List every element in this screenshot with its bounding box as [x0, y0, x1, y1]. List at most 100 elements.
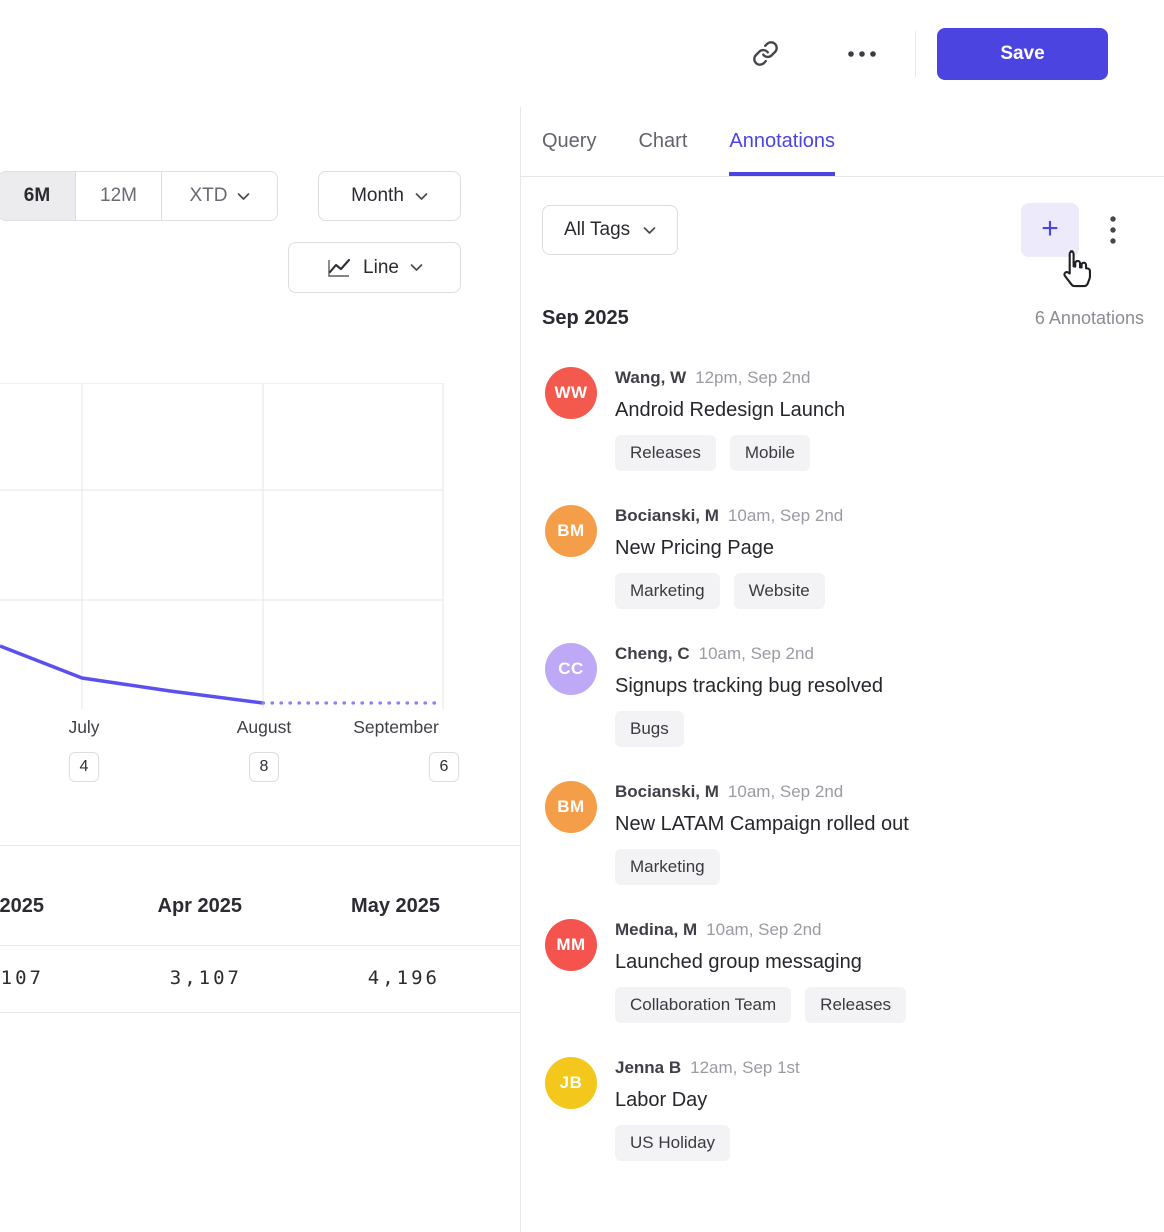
save-button[interactable]: Save — [937, 27, 1108, 80]
annotation-meta: Medina, M 10am, Sep 2nd — [615, 920, 906, 940]
share-link-button[interactable] — [743, 32, 787, 76]
chevron-down-icon — [643, 226, 656, 234]
table-value-cell: 4,196 — [367, 967, 440, 989]
tag-filter-dropdown[interactable]: All Tags — [542, 205, 679, 255]
granularity-label: Month — [351, 185, 404, 206]
range-button-6m[interactable]: 6M — [0, 172, 75, 220]
table-header-cell: Apr 2025 — [157, 895, 243, 917]
annotation-count-badge[interactable]: 6 — [429, 752, 459, 782]
range-button-xtd[interactable]: XTD — [161, 172, 277, 220]
annotation-tags: US Holiday — [615, 1125, 800, 1161]
annotation-count-badge[interactable]: 8 — [249, 752, 279, 782]
granularity-dropdown[interactable]: Month — [318, 171, 461, 221]
section-header: Sep 2025 6 Annotations — [542, 307, 1144, 330]
x-axis-label: September — [353, 717, 439, 737]
avatar: WW — [545, 367, 597, 419]
avatar: CC — [545, 643, 597, 695]
link-icon — [752, 40, 779, 67]
x-axis-labels: July August September — [0, 717, 520, 741]
table-header-cell: 2025 — [0, 895, 44, 917]
range-label: 12M — [100, 185, 137, 206]
range-label: XTD — [189, 185, 228, 206]
range-segmented-control: 6M 12M XTD — [0, 171, 278, 221]
annotation-tag: Mobile — [729, 435, 810, 471]
range-label: 6M — [23, 185, 51, 206]
annotation-item[interactable]: JB Jenna B 12am, Sep 1st Labor Day US Ho… — [545, 1057, 1144, 1161]
annotation-time: 10am, Sep 2nd — [706, 920, 822, 939]
annotation-item[interactable]: MM Medina, M 10am, Sep 2nd Launched grou… — [545, 919, 1144, 1023]
annotation-author: Bocianski, M — [615, 506, 719, 525]
annotation-meta: Bocianski, M 10am, Sep 2nd — [615, 506, 843, 526]
annotation-title: Android Redesign Launch — [615, 399, 846, 421]
panel-tabs: Query Chart Annotations — [521, 107, 1164, 177]
table-border-middle — [0, 945, 520, 946]
annotation-tags: Releases Mobile — [615, 435, 845, 471]
annotation-meta: Bocianski, M 10am, Sep 2nd — [615, 782, 909, 802]
table-header-cell: May 2025 — [351, 895, 440, 917]
chart-type-dropdown[interactable]: Line — [288, 242, 461, 293]
annotation-tag: Website — [733, 573, 825, 609]
annotation-tag: Collaboration Team — [615, 987, 792, 1023]
tab-chart[interactable]: Chart — [638, 107, 687, 176]
x-axis-label: August — [236, 717, 292, 737]
annotation-time: 12pm, Sep 2nd — [695, 368, 811, 387]
ellipsis-icon — [846, 50, 878, 58]
annotation-tags: Marketing — [615, 849, 909, 885]
annotation-tags: Collaboration Team Releases — [615, 987, 907, 1023]
line-chart-icon — [326, 258, 352, 278]
annotation-tag: Marketing — [615, 573, 720, 609]
avatar: BM — [545, 781, 597, 833]
kebab-icon — [1109, 214, 1117, 246]
tab-query[interactable]: Query — [542, 107, 596, 176]
table-header-row: 2025 Apr 2025 May 2025 — [0, 895, 520, 921]
tag-filter-label: All Tags — [564, 219, 631, 240]
kebab-menu-button[interactable] — [1100, 212, 1126, 248]
annotation-title: Signups tracking bug resolved — [615, 675, 883, 697]
annotations-count: 6 Annotations — [1034, 308, 1144, 328]
annotation-tag: Marketing — [615, 849, 720, 885]
topbar: Save — [0, 0, 1164, 107]
annotation-count-badge[interactable]: 4 — [69, 752, 99, 782]
table-border-top — [0, 845, 520, 846]
annotation-time: 10am, Sep 2nd — [727, 506, 844, 525]
annotation-author: Wang, W — [615, 368, 687, 387]
avatar: JB — [545, 1057, 597, 1109]
annotation-meta: Wang, W 12pm, Sep 2nd — [615, 368, 845, 388]
annotation-item[interactable]: BM Bocianski, M 10am, Sep 2nd New LATAM … — [545, 781, 1144, 885]
annotation-tags: Marketing Website — [615, 573, 843, 609]
add-annotation-button[interactable]: + — [1021, 203, 1079, 257]
annotation-title: Labor Day — [615, 1089, 708, 1111]
x-axis-label: July — [68, 717, 100, 737]
avatar: BM — [545, 505, 597, 557]
annotations-list: WW Wang, W 12pm, Sep 2nd Android Redesig… — [545, 367, 1144, 1161]
annotation-author: Jenna B — [615, 1058, 682, 1077]
annotation-time: 10am, Sep 2nd — [698, 644, 814, 663]
table-value-row: 107 3,107 4,196 — [0, 967, 520, 993]
annotation-time: 12am, Sep 1st — [690, 1058, 800, 1077]
chart-type-label: Line — [363, 256, 399, 278]
section-month: Sep 2025 — [542, 307, 629, 329]
tab-annotations[interactable]: Annotations — [729, 107, 836, 176]
annotation-item[interactable]: CC Cheng, C 10am, Sep 2nd Signups tracki… — [545, 643, 1144, 747]
annotation-tags: Bugs — [615, 711, 883, 747]
topbar-divider — [915, 30, 916, 77]
annotation-item[interactable]: WW Wang, W 12pm, Sep 2nd Android Redesig… — [545, 367, 1144, 471]
annotation-title: New Pricing Page — [615, 537, 774, 559]
annotation-author: Medina, M — [615, 920, 698, 939]
annotation-tag: US Holiday — [615, 1125, 731, 1161]
trend-chart — [0, 383, 445, 709]
annotation-time: 10am, Sep 2nd — [727, 782, 844, 801]
annotations-panel: Query Chart Annotations All Tags + Sep 202… — [520, 107, 1164, 1232]
annotation-title: New LATAM Campaign rolled out — [615, 813, 909, 835]
chevron-down-icon — [410, 264, 423, 271]
annotation-meta: Jenna B 12am, Sep 1st — [615, 1058, 800, 1078]
annotation-author: Bocianski, M — [615, 782, 719, 801]
annotation-item[interactable]: BM Bocianski, M 10am, Sep 2nd New Pricin… — [545, 505, 1144, 609]
more-options-button[interactable] — [840, 32, 884, 76]
annotation-tag: Releases — [615, 435, 716, 471]
chart-panel: 6M 12M XTD Month Line July August September … — [0, 107, 520, 1232]
table-value-cell: 3,107 — [169, 967, 242, 989]
range-button-12m[interactable]: 12M — [75, 172, 161, 220]
annotation-tag: Bugs — [615, 711, 684, 747]
annotation-count-badges: 4 8 6 — [0, 752, 520, 782]
